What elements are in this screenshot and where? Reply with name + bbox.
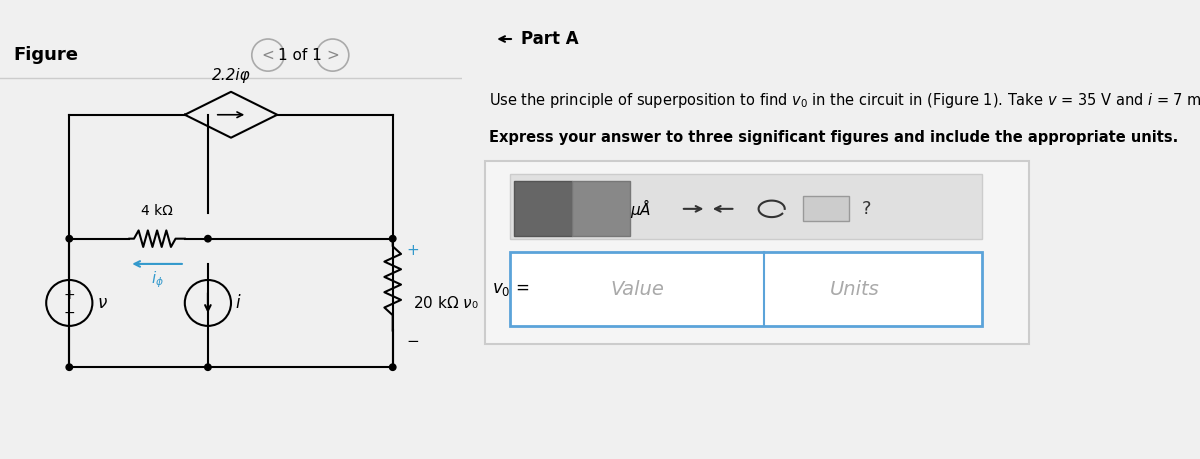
Circle shape xyxy=(205,364,211,370)
Text: $i_\phi$: $i_\phi$ xyxy=(151,270,163,290)
Text: 20 kΩ $ν₀$: 20 kΩ $ν₀$ xyxy=(414,295,479,311)
FancyBboxPatch shape xyxy=(510,174,983,239)
Circle shape xyxy=(66,235,72,242)
FancyBboxPatch shape xyxy=(474,0,1200,73)
Text: <: < xyxy=(262,48,275,62)
Text: Figure: Figure xyxy=(14,46,79,64)
FancyBboxPatch shape xyxy=(803,196,850,221)
Circle shape xyxy=(66,364,72,370)
Text: −: − xyxy=(407,334,419,349)
Text: Part A: Part A xyxy=(521,30,578,48)
Text: i: i xyxy=(235,294,240,312)
Text: $\mu\AA$: $\mu\AA$ xyxy=(630,197,652,220)
FancyBboxPatch shape xyxy=(485,161,1030,344)
FancyBboxPatch shape xyxy=(572,181,630,236)
Text: Use the principle of superposition to find $v_0$ in the circuit in (Figure 1). T: Use the principle of superposition to fi… xyxy=(488,91,1200,111)
FancyBboxPatch shape xyxy=(514,181,572,236)
Circle shape xyxy=(390,235,396,242)
Text: >: > xyxy=(326,48,340,62)
Text: Units: Units xyxy=(830,280,880,299)
Text: ν: ν xyxy=(97,294,107,312)
Circle shape xyxy=(205,235,211,242)
Text: −: − xyxy=(64,306,76,320)
Text: +: + xyxy=(407,243,419,258)
Text: 2.2iφ: 2.2iφ xyxy=(211,67,251,83)
Text: 4 kΩ: 4 kΩ xyxy=(142,204,173,218)
Text: Express your answer to three significant figures and include the appropriate uni: Express your answer to three significant… xyxy=(488,130,1177,145)
Text: +: + xyxy=(64,288,76,302)
FancyBboxPatch shape xyxy=(510,252,983,326)
Text: Value: Value xyxy=(611,280,665,299)
Circle shape xyxy=(390,364,396,370)
Text: $v_0$ =: $v_0$ = xyxy=(492,280,529,298)
Text: 1 of 1: 1 of 1 xyxy=(278,48,322,62)
Text: ?: ? xyxy=(862,200,871,218)
